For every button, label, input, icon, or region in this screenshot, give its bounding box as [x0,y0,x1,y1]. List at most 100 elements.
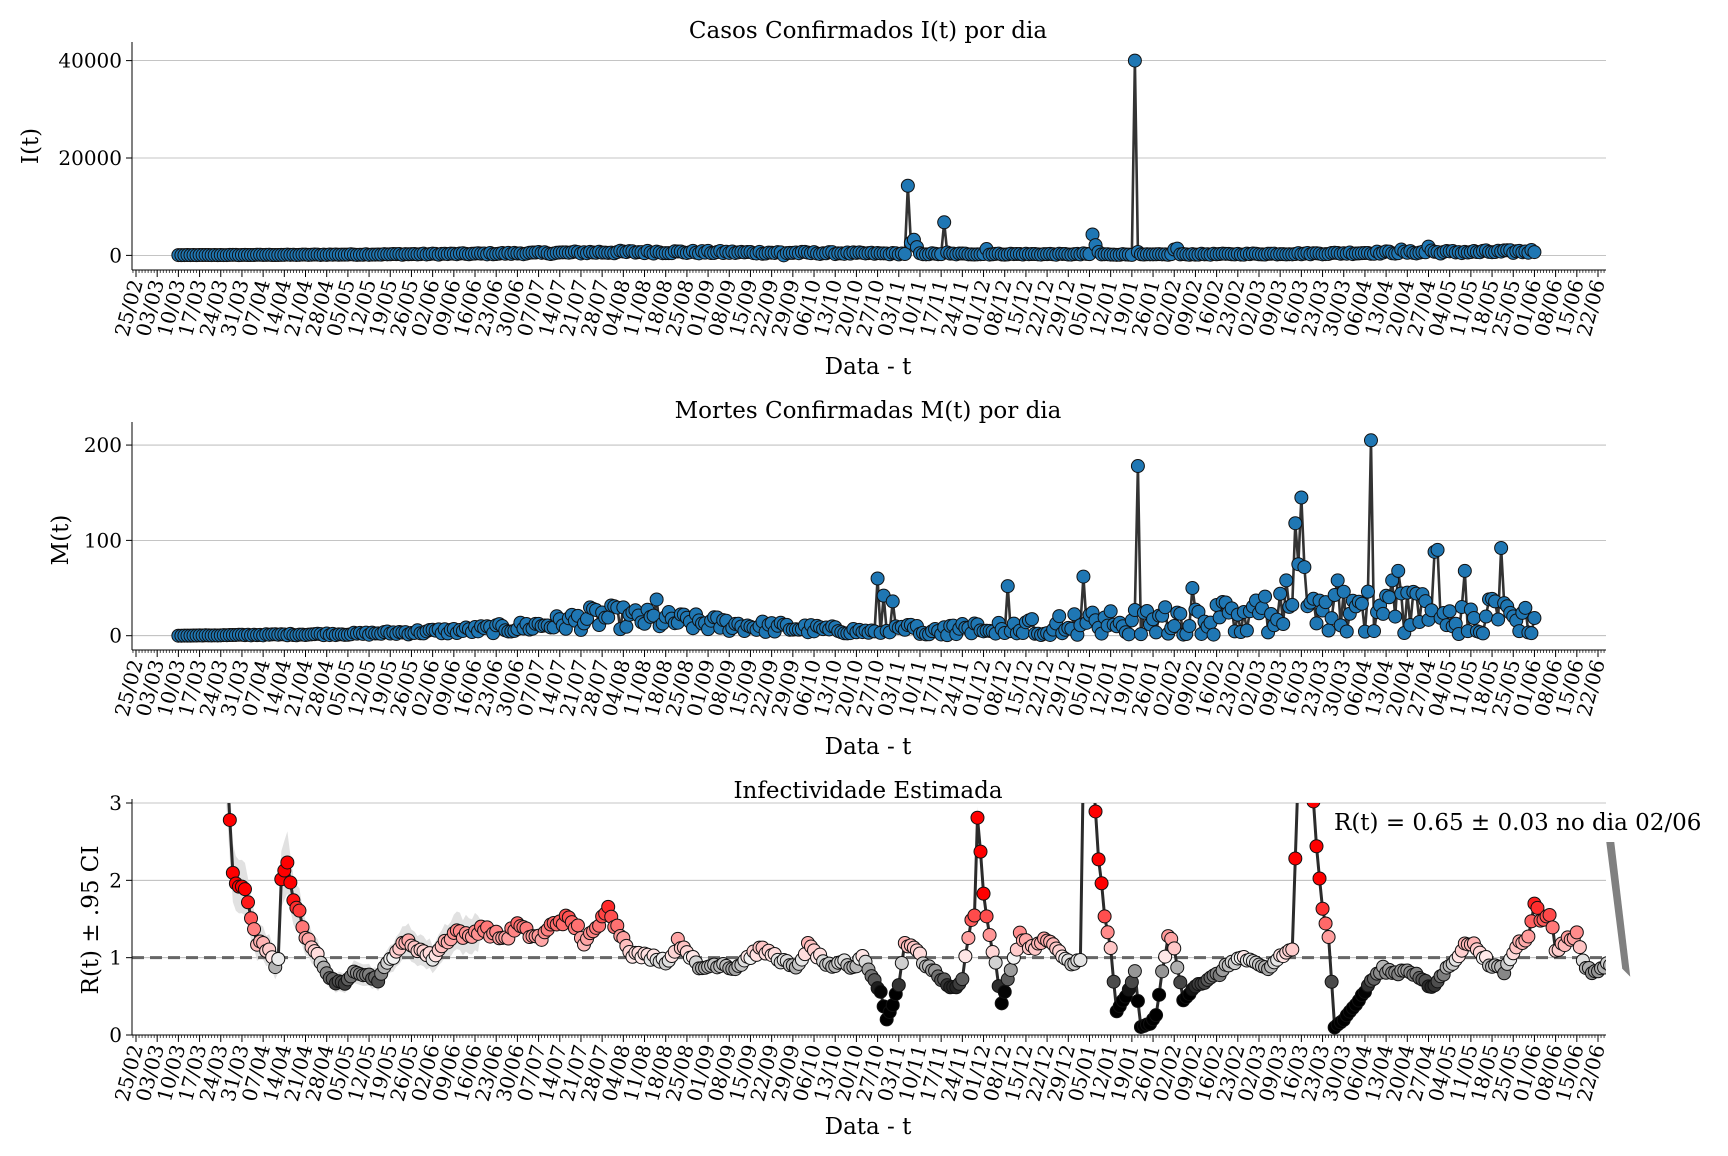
x-minor-ticks [132,650,1605,653]
data-point [955,972,970,987]
x-minor-ticks [132,270,1605,273]
y-tick-label: 20000 [58,146,122,170]
data-point [1318,916,1333,931]
data-point [1155,964,1170,979]
data-point [1121,627,1136,642]
data-point [1324,611,1339,626]
data-point [1288,516,1303,531]
data-point [979,909,994,924]
data-point [1545,920,1560,935]
data-point [1103,941,1118,956]
data-point [1103,604,1118,619]
data-point [1185,581,1200,596]
data-point [1312,871,1327,886]
data-point [1076,569,1091,584]
data-point [1321,623,1336,638]
data-point [1052,609,1067,624]
data-point [1382,590,1397,605]
data-point [1569,925,1584,940]
data-point [1206,627,1221,642]
data-point [1442,604,1457,619]
data-point [1285,597,1300,612]
data-point [1024,612,1039,627]
panel-deaths: Mortes Confirmadas M(t) por dia 0100200 … [48,398,1610,760]
data-point [1239,623,1254,638]
infectivity-y-label: R(t) ± .95 CI [78,846,104,995]
data-point [1297,560,1312,575]
data-point [283,875,298,890]
data-point [1158,949,1173,964]
deaths-y-label: M(t) [48,515,74,566]
data-point [1315,901,1330,916]
y-tick-label: 200 [84,433,122,457]
data-point [1288,851,1303,866]
data-point [1622,978,1635,991]
data-point [1603,959,1606,971]
data-point [1130,994,1145,1009]
data-point [241,895,255,910]
data-point [1000,579,1015,594]
deaths-x-axis: 25/0203/0310/0317/0324/0331/0307/0414/04… [110,649,1610,719]
data-point [1600,956,1606,971]
data-point [1324,974,1339,989]
annotation: R(t) = 0.65 ± 0.03 no dia 02/06 [1334,810,1701,977]
data-point [1354,596,1369,611]
data-point [1430,542,1445,557]
data-point [885,594,900,609]
data-point [900,178,915,193]
data-point [988,955,1003,970]
data-point [937,215,952,230]
infectivity-x-label: Data - t [825,1114,913,1140]
data-point [1330,573,1345,588]
data-point [271,951,286,966]
data-point [1127,53,1142,68]
data-point [870,571,885,586]
data-point [1607,958,1620,971]
data-point [982,928,997,943]
deaths-title: Mortes Confirmadas M(t) por dia [675,398,1062,424]
data-point [897,247,912,262]
y-tick-label: 0 [109,624,122,648]
data-point [967,908,982,923]
data-point [1285,942,1300,957]
panel-cases: Casos Confirmados I(t) por dia 0 20000 400… [18,18,1610,380]
data-point [1133,627,1148,642]
data-point [1475,626,1490,641]
data-point [1457,563,1472,578]
data-point [1091,852,1106,867]
data-point [1003,962,1018,977]
y-tick-label: 100 [84,528,122,552]
deaths-x-label: Data - t [825,734,913,760]
data-point [1376,606,1391,621]
data-point [1152,987,1167,1002]
data-point [1388,609,1403,624]
cases-y-axis: 0 20000 40000 [58,42,133,270]
data-point [1321,930,1336,945]
data-point [1542,908,1557,923]
data-point [1360,584,1375,599]
data-point [1170,960,1185,975]
data-point [619,619,634,634]
deaths-series [171,433,1542,643]
data-point [1167,619,1182,634]
cases-x-axis: 25/0203/0310/0317/0324/0331/0307/0414/04… [110,269,1610,339]
cases-series [171,53,1542,263]
data-point [1106,974,1121,989]
cases-x-label: Data - t [825,354,913,380]
deaths-y-axis: 0 100 200 [84,422,133,650]
data-point [1173,606,1188,621]
data-point [237,882,252,897]
data-point [570,918,585,933]
data-point [1127,964,1142,979]
data-point [1491,612,1506,627]
y-tick-label: 40000 [58,49,122,73]
infectivity-gridlines [132,802,1606,1036]
data-point [1279,573,1294,588]
data-point [1094,876,1109,891]
data-point [1309,616,1324,631]
data-point [997,984,1012,999]
data-point [1276,616,1291,631]
data-point [1173,975,1188,990]
data-point [958,949,973,964]
